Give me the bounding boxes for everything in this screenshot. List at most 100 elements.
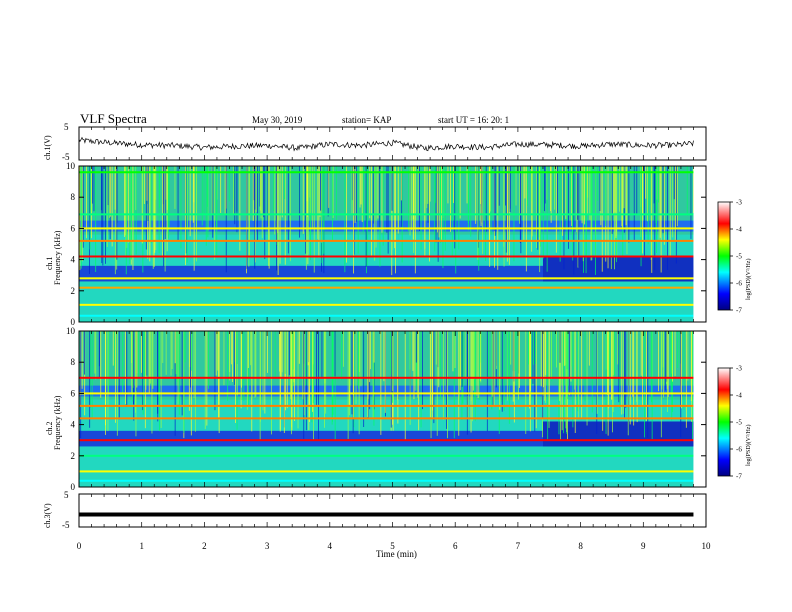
ch2-spectrogram-streak <box>459 331 461 386</box>
ch1-spectrogram-streak <box>644 166 645 256</box>
ch1-colorbar-tick-label: -7 <box>736 307 742 315</box>
ch1-spectrogram-streak <box>141 166 143 244</box>
ch1-spectrogram-streak <box>274 166 276 235</box>
ch1-spectrogram-streak <box>212 166 214 238</box>
ch2-spectrogram-streak <box>214 331 216 411</box>
ch1-spectrogram-streak <box>233 166 235 215</box>
ch2-spectrogram-streak <box>358 331 359 389</box>
ch2-spectrogram-streak <box>324 331 326 384</box>
ch1-spectrogram-streak <box>426 166 428 209</box>
ch2-spectrogram-streak <box>681 331 682 409</box>
ch2-spectrogram-ytick-label: 10 <box>66 326 76 336</box>
ch2-spectrogram-streak <box>487 331 489 379</box>
ch1-spectrogram-streak <box>193 166 195 203</box>
ch2-spectrogram-streak <box>188 331 190 411</box>
ch1-spectrogram-streak <box>591 166 593 240</box>
ch1-spectrogram-streak <box>154 166 156 253</box>
ch1-spectrogram-streak <box>277 166 279 275</box>
ch1-spectrogram-streak <box>185 166 186 266</box>
ch1-spectrogram-streak <box>599 166 601 211</box>
ch1-spectrogram-streak <box>520 166 522 254</box>
ch2-spectrogram-streak <box>171 331 173 369</box>
ch2-colorbar-ticks: -3 -4 -5 -6 -7 <box>730 365 742 481</box>
ch1-spectrogram-streak <box>509 166 511 212</box>
ch1-spectrogram-streak <box>205 166 207 246</box>
ch2-spectrogram-streak <box>291 331 292 435</box>
ch1-spectrogram-streak <box>257 166 258 241</box>
ch1-spectrogram-streak <box>267 166 269 227</box>
ch2-spectrogram-streak <box>286 331 288 409</box>
ch1-spectrogram-streak <box>434 166 436 203</box>
ch2-spectrogram-streak <box>369 331 371 370</box>
ch2-spectrogram-streak <box>84 331 85 375</box>
ch2-spectrogram-streak <box>404 331 406 440</box>
ch1-spectrogram-streak <box>336 166 337 220</box>
time-tick-label: 7 <box>516 541 521 551</box>
ch2-spectrogram-streak <box>499 331 501 410</box>
ch1-spectrogram-streak <box>628 166 630 243</box>
ch2-spectrogram-band-line <box>79 417 694 420</box>
ch1-spectrogram-streak <box>650 166 652 260</box>
ch1-spectrogram-streak <box>225 166 227 273</box>
ch2-spectrogram-streak <box>116 331 118 436</box>
ch1-spectrogram-streak <box>647 166 649 245</box>
ch2-spectrogram-streak <box>661 331 663 390</box>
time-tick-label: 5 <box>390 541 395 551</box>
ch1-spectrogram-streak <box>317 166 318 240</box>
ch1-spectrogram-streak <box>353 166 355 255</box>
ch2-spectrogram-streak <box>142 331 144 415</box>
ch2-spectrogram-yticks: 0 2 4 6 8 10 <box>66 326 706 492</box>
ch1-spectrogram-streak <box>581 166 583 224</box>
ch1-spectrogram-band-line <box>79 314 694 317</box>
ch2-spectrogram-ytick-label: 4 <box>71 420 76 430</box>
ch1-spectrogram-streak <box>570 166 572 199</box>
ch2-spectrogram-streak <box>621 331 623 415</box>
ch1-spectrogram-streak <box>442 166 444 269</box>
ch2-spectrogram-streak <box>288 331 290 376</box>
ch2-spectrogram-streak <box>519 331 520 388</box>
ch1-spectrogram-streak <box>287 166 289 254</box>
ch2-spectrogram-streak <box>89 331 91 428</box>
ch2-spectrogram-streak <box>193 331 195 399</box>
ch1-spectrogram-streak <box>554 166 555 210</box>
ch1-spectrogram-streak <box>659 166 661 238</box>
ch1-spectrogram-streak <box>539 166 541 273</box>
ch1-spectrogram-streak <box>133 166 135 241</box>
ch2-spectrogram-streak <box>438 331 440 388</box>
ch2-spectrogram-streak <box>343 331 344 367</box>
ch1-spectrogram-streak <box>611 166 613 234</box>
ch1-spectrogram-streak <box>527 166 528 206</box>
ch2-spectrogram-streak <box>98 331 100 367</box>
ch2-spectrogram-streak <box>534 331 536 432</box>
ch1-spectrogram-streak <box>264 166 266 260</box>
ch1-frequency-label: Frequency (kHz) <box>53 230 62 285</box>
ch2-spectrogram-band-line <box>79 376 694 379</box>
ch2-spectrogram-streak <box>246 331 248 410</box>
ch3-ytick-bottom: -5 <box>62 520 70 530</box>
ch2-spectrogram-streak <box>439 331 441 399</box>
ch2-spectrogram-ytick-label: 6 <box>71 388 76 398</box>
ch2-spectrogram-streak <box>530 331 531 391</box>
ch1-spectrogram-streak <box>101 166 102 211</box>
ch2-spectrogram-streak <box>691 331 693 422</box>
ch2-spectrogram-streak <box>309 331 310 422</box>
ch2-spectrogram-streak <box>204 331 206 430</box>
ch1-spectrogram-streak <box>508 166 510 265</box>
ch2-spectrogram-streak <box>279 331 280 372</box>
ch2-spectrogram-streak <box>383 331 385 382</box>
ch2-spectrogram-ytick-label: 2 <box>71 451 76 461</box>
ch2-spectrogram-streak <box>358 331 360 435</box>
ch1-spectrogram-streak <box>163 166 165 267</box>
ch1-spectrogram-streak <box>351 166 353 214</box>
ch2-spectrogram-streak <box>435 331 437 365</box>
ch2-spectrogram-streak <box>229 331 231 381</box>
ch1-spectrogram-streak <box>626 166 628 255</box>
ch2-spectrogram-streak <box>432 331 434 419</box>
ch2-spectrogram-streak <box>145 331 147 390</box>
ch2-spectrogram-streak <box>559 331 561 363</box>
ch2-spectrogram-streak <box>543 331 544 388</box>
ch2-spectrogram-streak <box>262 331 264 411</box>
ch1-spectrogram-streak <box>494 166 496 232</box>
ch1-spectrogram-streak <box>519 166 521 243</box>
